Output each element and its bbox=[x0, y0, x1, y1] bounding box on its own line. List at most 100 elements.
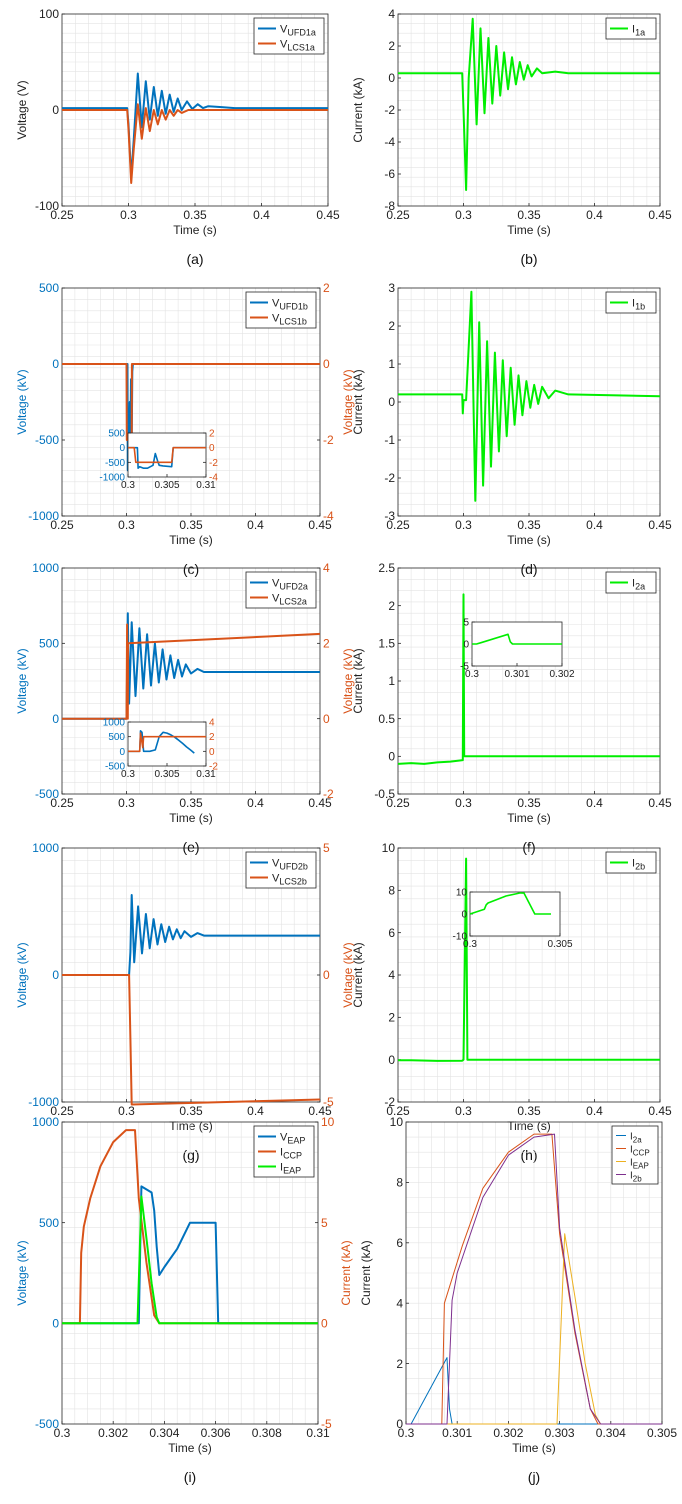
y-right-tick-label: 0 bbox=[323, 712, 330, 726]
chart-g: 0.25 0.3 0.35 0.4 0.45 -1000 0 1000 -5 0 5 Time (s)… bbox=[15, 841, 355, 1163]
y-axis-label: Voltage (V) bbox=[15, 80, 29, 139]
inset-series-line bbox=[128, 732, 206, 753]
x-tick-label: 0.4 bbox=[586, 518, 603, 532]
series-line-1a bbox=[398, 17, 660, 191]
y-tick-label: -500 bbox=[35, 787, 59, 801]
x-tick-label: 0.25 bbox=[50, 796, 74, 810]
y-right-tick-label: 5 bbox=[323, 841, 330, 855]
caption: (a) bbox=[186, 251, 203, 267]
y-tick-label: 1000 bbox=[32, 841, 59, 855]
y-tick-label: 6 bbox=[396, 1236, 403, 1250]
inset-series-line bbox=[469, 892, 551, 915]
legend-label: VEAP bbox=[280, 1132, 305, 1146]
y-right-tick-label: -4 bbox=[209, 473, 218, 484]
legend-label: I2b bbox=[630, 1171, 642, 1184]
inset-series-line bbox=[128, 446, 206, 464]
y-tick-label: 0 bbox=[388, 395, 395, 409]
y-tick-label: -3 bbox=[384, 509, 395, 523]
x-tick-label: 0.25 bbox=[50, 518, 74, 532]
y-tick-label: -2 bbox=[384, 103, 395, 117]
legend-box bbox=[253, 17, 325, 55]
x-tick-label: 0.25 bbox=[50, 1104, 74, 1118]
y-tick-label: 100 bbox=[39, 7, 59, 21]
y-tick-label: 6 bbox=[388, 926, 395, 940]
legend-label: I2a bbox=[630, 1132, 642, 1145]
y-tick-label: 500 bbox=[39, 281, 59, 295]
x-axis-label: Time (s) bbox=[169, 533, 213, 547]
legend-label: I2b bbox=[632, 858, 645, 872]
y-right-tick-label: 10 bbox=[321, 1115, 335, 1129]
chart-d: 0.25 0.3 0.35 0.4 0.45 -3 -2 -1 0 1 2 3 Time (s) Curr… bbox=[351, 281, 672, 577]
x-tick-label: 0.4 bbox=[586, 1104, 603, 1118]
y-tick-label: -100 bbox=[35, 199, 59, 213]
series-line-2b bbox=[398, 857, 660, 1062]
chart-h: 0.25 0.3 0.35 0.4 0.45 -2 0 2 4 6 8 10 Time (s) Curre… bbox=[351, 841, 672, 1163]
y-tick-label: 0 bbox=[52, 1317, 59, 1331]
x-tick-label: 0.4 bbox=[247, 518, 264, 532]
y-tick-label: 4 bbox=[388, 7, 395, 21]
x-tick-label: 0.35 bbox=[179, 1104, 203, 1118]
legend-label: VUFD1a bbox=[280, 24, 316, 38]
legend: I2b bbox=[605, 851, 657, 874]
inset-series-line bbox=[472, 633, 562, 645]
legend-label: VLCS1b bbox=[272, 313, 307, 327]
y-axis-label-right: Voltage (kV) bbox=[341, 942, 355, 1007]
y-right-tick-label: 4 bbox=[209, 718, 215, 729]
caption: (g) bbox=[182, 1147, 199, 1163]
x-tick-label: 0.305 bbox=[547, 939, 572, 950]
x-tick-label: 0.25 bbox=[386, 1104, 410, 1118]
x-axis-label: Time (s) bbox=[169, 811, 213, 825]
y-right-tick-label: 5 bbox=[321, 1216, 328, 1230]
series-line-UFD2a bbox=[62, 612, 320, 720]
x-axis-label: Time (s) bbox=[168, 1441, 212, 1455]
y-tick-label: -500 bbox=[35, 1417, 59, 1431]
y-tick-label: 4 bbox=[396, 1296, 403, 1310]
series-line-CCP bbox=[62, 1129, 318, 1325]
caption: (f) bbox=[522, 839, 535, 855]
legend-label: VUFD2b bbox=[272, 858, 308, 872]
y-tick-label: 3 bbox=[388, 281, 395, 295]
y-tick-label: 10 bbox=[390, 1115, 404, 1129]
y-tick-label: 1000 bbox=[32, 1115, 59, 1129]
y-tick-label: 500 bbox=[108, 429, 125, 440]
legend-label: VLCS2b bbox=[272, 873, 307, 887]
x-tick-label: 0.45 bbox=[648, 518, 672, 532]
x-tick-label: 0.25 bbox=[50, 208, 74, 222]
legend-box bbox=[245, 291, 317, 329]
y-right-tick-label: 2 bbox=[323, 281, 330, 295]
y-tick-label: 2 bbox=[388, 1011, 395, 1025]
x-axis-label: Time (s) bbox=[507, 1119, 551, 1133]
x-tick-label: 0.3 bbox=[455, 1104, 472, 1118]
y-right-tick-label: -2 bbox=[323, 433, 334, 447]
x-tick-label: 0.304 bbox=[596, 1426, 626, 1440]
x-tick-label: 0.302 bbox=[493, 1426, 523, 1440]
y-tick-label: 500 bbox=[108, 732, 125, 743]
legend-label: IEAP bbox=[280, 1162, 301, 1176]
y-tick-label: 0 bbox=[388, 1053, 395, 1067]
y-right-tick-label: 4 bbox=[323, 561, 330, 575]
y-axis-label: Voltage (kV) bbox=[15, 1240, 29, 1305]
x-axis-label: Time (s) bbox=[507, 533, 551, 547]
legend: I1b bbox=[605, 291, 657, 314]
y-axis-label: Current (kA) bbox=[351, 648, 365, 713]
y-tick-label: 500 bbox=[39, 1216, 59, 1230]
y-tick-label: 5 bbox=[463, 618, 469, 629]
y-axis-label: Voltage (kV) bbox=[15, 369, 29, 434]
x-tick-label: 0.35 bbox=[517, 208, 541, 222]
y-axis-label: Current (kA) bbox=[351, 942, 365, 1007]
y-tick-label: -5 bbox=[460, 662, 469, 673]
y-tick-label: -2 bbox=[384, 1095, 395, 1109]
x-tick-label: 0.35 bbox=[517, 796, 541, 810]
y-right-tick-label: 2 bbox=[323, 637, 330, 651]
x-tick-label: 0.308 bbox=[252, 1426, 282, 1440]
x-tick-label: 0.35 bbox=[179, 518, 203, 532]
y-tick-label: 0 bbox=[52, 712, 59, 726]
y-tick-label: -8 bbox=[384, 199, 395, 213]
y-tick-label: -0.5 bbox=[374, 787, 395, 801]
